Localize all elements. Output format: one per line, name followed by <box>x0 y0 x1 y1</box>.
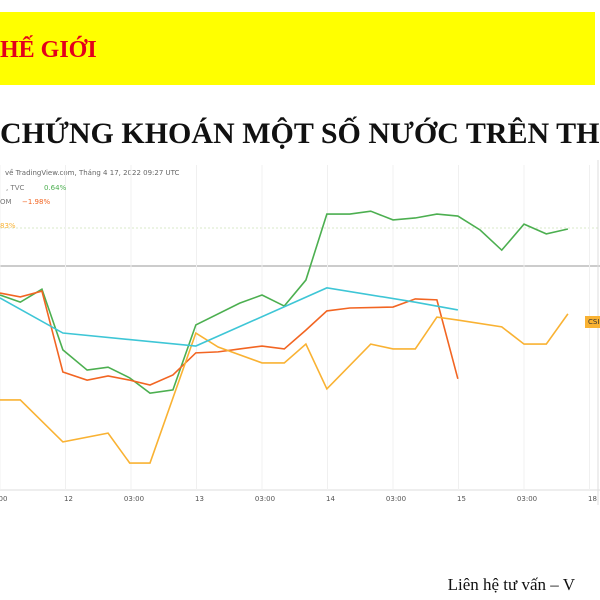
x-tick-label: 12 <box>64 495 73 503</box>
annotation: CSI <box>588 318 599 326</box>
header-bar <box>0 12 595 85</box>
annotation: −1.98% <box>22 198 50 206</box>
slide-title: CHỨNG KHOÁN MỘT SỐ NƯỚC TRÊN TH <box>0 116 600 150</box>
x-tick-label: 00 <box>0 495 7 503</box>
header-title: HẾ GIỚI <box>0 36 97 63</box>
series-line <box>0 287 459 347</box>
x-tick-label: 15 <box>457 495 466 503</box>
annotation: 83% <box>0 222 16 230</box>
annotation: , TVC <box>6 184 25 192</box>
annotation: 0.64% <box>44 184 67 192</box>
footer: Liên hệ tư vấn – V <box>448 575 576 594</box>
annotation: OM <box>0 198 12 206</box>
series-line <box>0 290 459 386</box>
x-tick-label: 03:00 <box>386 495 406 503</box>
chart-source: về TradingView.com, Tháng 4 17, 2022 09:… <box>5 169 180 177</box>
series-line <box>0 210 569 394</box>
x-tick-label: 14 <box>326 495 335 503</box>
x-tick-label: 03:00 <box>124 495 144 503</box>
x-tick-label: 13 <box>195 495 204 503</box>
x-tick-label: 18 <box>588 495 597 503</box>
x-tick-label: 03:00 <box>255 495 275 503</box>
series-line <box>0 313 569 464</box>
price-tag <box>585 316 600 328</box>
x-tick-label: 03:00 <box>517 495 537 503</box>
